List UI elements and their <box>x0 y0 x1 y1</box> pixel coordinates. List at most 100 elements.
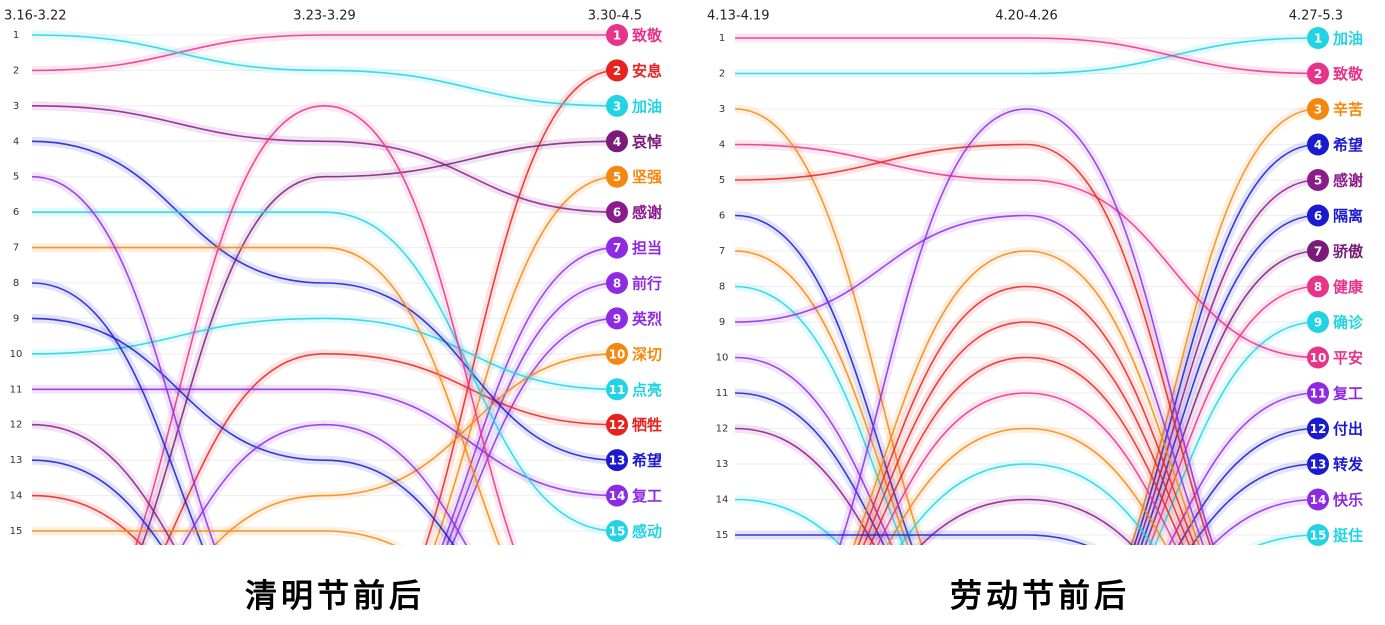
series-label: 转发 <box>1333 456 1364 474</box>
y-tick-label: 7 <box>13 243 19 254</box>
series-label: 担当 <box>632 239 662 257</box>
rank-badge <box>606 342 628 365</box>
rank-stub <box>869 356 1027 545</box>
y-tick-label: 11 <box>10 384 23 395</box>
rank-line <box>734 143 1319 359</box>
rank-line <box>735 37 1319 75</box>
series-label: 平安 <box>1333 349 1363 367</box>
rank-badge <box>606 94 628 117</box>
y-tick-label: 10 <box>716 353 729 364</box>
rank-number: 12 <box>1310 422 1327 436</box>
rank-badge <box>606 59 628 82</box>
y-tick-label: 8 <box>13 278 19 289</box>
x-period-label: 4.27-5.3 <box>1289 9 1343 24</box>
rank-stub <box>1026 143 1212 545</box>
chart-title: 清明节前后 <box>245 577 425 615</box>
rank-stub <box>164 353 325 545</box>
rank-number: 1 <box>1314 32 1322 46</box>
series-label: 确诊 <box>1333 314 1364 332</box>
rank-stub <box>886 427 1027 545</box>
series-label: 深切 <box>632 345 662 363</box>
y-tick-label: 4 <box>719 140 725 151</box>
rank-line <box>31 34 617 72</box>
series-label: 付出 <box>1333 420 1363 438</box>
rank-badge <box>1307 453 1329 475</box>
rank-stub <box>1026 250 1201 545</box>
rank-number: 5 <box>613 170 621 184</box>
rank-stub <box>1026 356 1184 545</box>
rank-stub <box>31 282 204 545</box>
series-label: 点亮 <box>632 381 662 399</box>
line-glow <box>421 65 618 545</box>
rank-stub <box>1026 108 1214 545</box>
rank-stub <box>876 392 1027 545</box>
rank-stub <box>1026 392 1177 545</box>
y-tick-label: 8 <box>719 282 725 293</box>
rank-stub <box>1026 427 1167 545</box>
y-tick-label: 3 <box>719 104 725 115</box>
rank-number: 7 <box>1314 245 1322 259</box>
rank-stub <box>213 494 325 545</box>
y-tick-label: 1 <box>719 33 725 44</box>
rank-line <box>31 140 618 461</box>
rank-number: 7 <box>613 241 621 255</box>
rank-stub <box>857 285 1027 545</box>
rank-line <box>31 34 618 107</box>
rank-line <box>734 143 1027 181</box>
rank-stub <box>324 530 396 545</box>
rank-stub <box>1191 463 1319 545</box>
rank-number: 3 <box>1314 103 1322 117</box>
rank-stub <box>1257 534 1319 545</box>
rank-line <box>324 353 618 497</box>
rank-stub <box>1136 179 1319 545</box>
rank-stub <box>734 214 913 545</box>
rank-badge <box>606 484 628 507</box>
rank-stub <box>324 105 514 545</box>
rank-badge <box>606 413 628 436</box>
series-label: 坚强 <box>632 168 662 186</box>
rank-stub <box>1026 534 1088 545</box>
rank-number: 10 <box>1310 351 1327 365</box>
rank-stub <box>734 498 842 545</box>
rank-badge <box>606 449 628 472</box>
rank-badge <box>606 165 628 188</box>
rank-stub <box>734 427 875 545</box>
rank-stub <box>31 494 143 545</box>
rank-badge <box>606 24 628 46</box>
series-label: 感谢 <box>1333 172 1363 190</box>
rank-number: 5 <box>1314 174 1322 188</box>
rank-number: 15 <box>1310 529 1327 543</box>
rank-number: 14 <box>1310 493 1327 507</box>
series-label: 前行 <box>632 275 662 293</box>
rank-stub <box>31 459 162 545</box>
series-label: 安息 <box>632 62 662 80</box>
y-tick-label: 6 <box>719 211 725 222</box>
y-tick-label: 11 <box>716 388 729 399</box>
series-label: 希望 <box>1333 136 1363 154</box>
rank-badge <box>1307 346 1329 369</box>
rank-number: 3 <box>613 99 621 113</box>
series-label: 感谢 <box>632 204 662 222</box>
rank-number: 15 <box>609 525 626 539</box>
rank-line <box>324 140 618 178</box>
rank-badge <box>1307 62 1329 85</box>
rank-line <box>735 37 1319 75</box>
rank-stub <box>324 246 501 545</box>
series-label: 挺住 <box>1333 527 1363 545</box>
rank-badge <box>1307 240 1329 262</box>
series-label: 隔离 <box>1333 207 1363 225</box>
rank-stub <box>899 463 1027 545</box>
rank-badge <box>1307 275 1329 298</box>
series-label: 牺牲 <box>632 416 662 434</box>
rank-stub <box>424 69 618 545</box>
rank-stub <box>852 250 1027 545</box>
rank-stub <box>1178 427 1319 545</box>
series-label: 希望 <box>632 452 662 470</box>
rank-badge <box>606 272 628 294</box>
x-period-label: 3.30-4.5 <box>588 9 642 24</box>
rank-number: 8 <box>1314 280 1322 294</box>
rank-line <box>32 211 618 532</box>
series-label: 复工 <box>631 487 662 505</box>
series-label: 加油 <box>631 97 662 115</box>
